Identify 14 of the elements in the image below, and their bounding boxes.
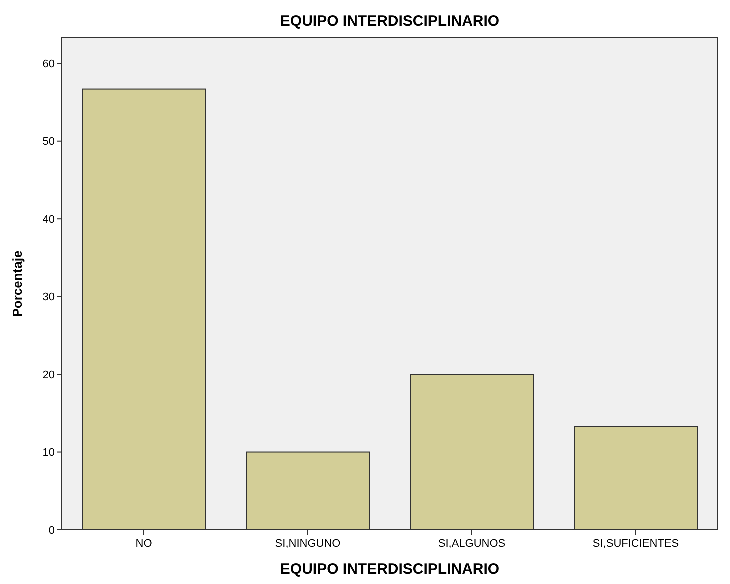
x-tick-label: SI,ALGUNOS [438, 538, 506, 550]
y-tick-label: 50 [42, 136, 55, 148]
y-axis-title: Porcentaje [10, 250, 25, 318]
y-tick-label: 60 [42, 58, 55, 70]
y-tick-label: 40 [42, 214, 55, 226]
x-axis-title: EQUIPO INTERDISCIPLINARIO [280, 561, 500, 578]
chart-title: EQUIPO INTERDISCIPLINARIO [280, 13, 500, 30]
y-tick-label: 20 [42, 369, 55, 382]
y-tick-label: 10 [42, 447, 55, 460]
x-tick-label: NO [136, 538, 153, 550]
y-tick-label: 30 [42, 292, 55, 304]
x-tick-label: SI,SUFICIENTES [592, 538, 680, 550]
x-tick-label: SI,NINGUNO [275, 538, 342, 550]
y-tick-label: 0 [48, 524, 55, 537]
